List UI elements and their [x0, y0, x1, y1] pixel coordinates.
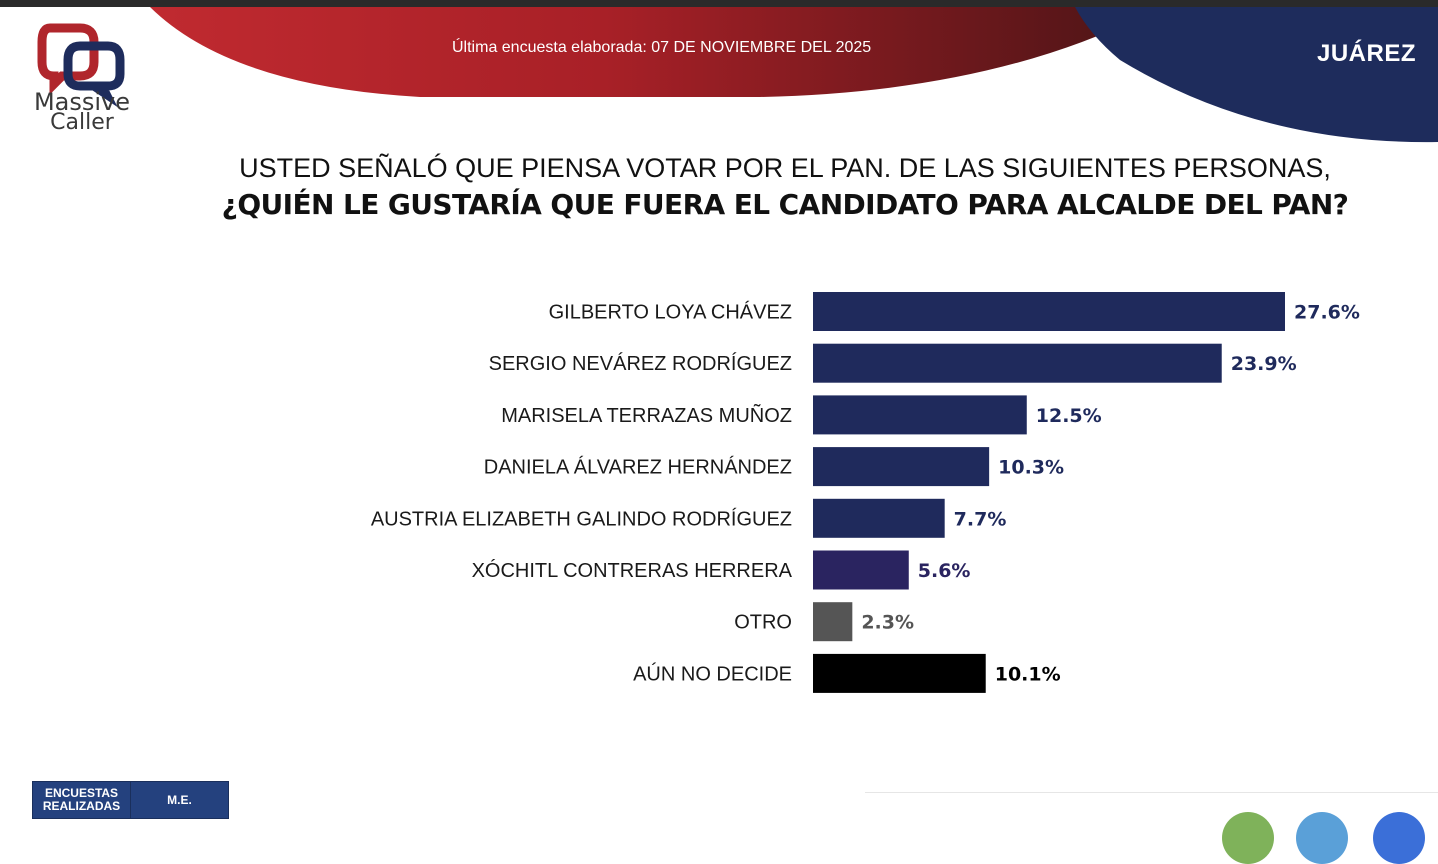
- massive-caller-logo: [37, 23, 125, 108]
- category-label: DANIELA ÁLVAREZ HERNÁNDEZ: [484, 456, 792, 479]
- table-header-surveys-line1: ENCUESTAS: [44, 786, 119, 800]
- value-label: 5.6%: [918, 560, 971, 582]
- logo-red-ring: [37, 23, 99, 95]
- value-label: 23.9%: [1231, 353, 1297, 375]
- bar-chart: GILBERTO LOYA CHÁVEZ 27.6% SERGIO NEVÁREZ …: [371, 292, 1360, 693]
- category-label: XÓCHITL CONTRERAS HERRERA: [472, 559, 793, 582]
- logo-navy-ring: [63, 41, 125, 108]
- value-label: 7.7%: [954, 508, 1007, 530]
- table-header-surveys-line2: REALIZADAS: [42, 799, 121, 813]
- bar: [813, 498, 945, 538]
- value-label: 10.1%: [995, 663, 1061, 685]
- value-label: 27.6%: [1294, 302, 1360, 324]
- footer-circle-blue: [1296, 812, 1348, 864]
- footer-circle-green: [1222, 812, 1274, 864]
- survey-date: Última encuesta elaborada: 07 DE NOVIEMB…: [452, 39, 872, 56]
- stats-table: ENCUESTAS REALIZADAS M.E.: [32, 781, 229, 819]
- question-line-1: USTED SEÑALÓ QUE PIENSA VOTAR POR EL PAN…: [239, 153, 1331, 183]
- footer-circle-royal: [1373, 812, 1425, 864]
- bar: [813, 343, 1222, 383]
- value-label: 2.3%: [861, 612, 914, 634]
- logo-text-massive: Massive: [33, 88, 131, 116]
- category-label: GILBERTO LOYA CHÁVEZ: [549, 301, 792, 324]
- footer-divider: [865, 792, 1438, 793]
- bar: [813, 395, 1027, 435]
- category-label: SERGIO NEVÁREZ RODRÍGUEZ: [489, 352, 792, 375]
- table-header-me: M.E.: [130, 781, 229, 819]
- bar: [813, 292, 1285, 331]
- bar: [813, 653, 986, 693]
- category-label: OTRO: [734, 612, 792, 634]
- category-label: MARISELA TERRAZAS MUÑOZ: [501, 403, 792, 427]
- bar: [813, 550, 909, 590]
- navy-arc: [1075, 7, 1438, 143]
- value-label: 10.3%: [998, 457, 1064, 479]
- question-line-2: ¿QUIÉN LE GUSTARÍA QUE FUERA EL CANDIDAT…: [221, 188, 1349, 221]
- header-banner: [150, 7, 1438, 143]
- city-name: JUÁREZ: [1316, 40, 1416, 67]
- logo-text-caller: Caller: [50, 110, 114, 135]
- red-arc: [150, 7, 1160, 97]
- category-label: AUSTRIA ELIZABETH GALINDO RODRÍGUEZ: [371, 507, 792, 530]
- top-strip: [0, 0, 1438, 7]
- bar: [813, 602, 853, 642]
- value-label: 12.5%: [1036, 405, 1102, 427]
- bar: [813, 447, 990, 487]
- category-label: AÚN NO DECIDE: [633, 662, 792, 685]
- table-header-surveys: ENCUESTAS REALIZADAS: [32, 781, 131, 819]
